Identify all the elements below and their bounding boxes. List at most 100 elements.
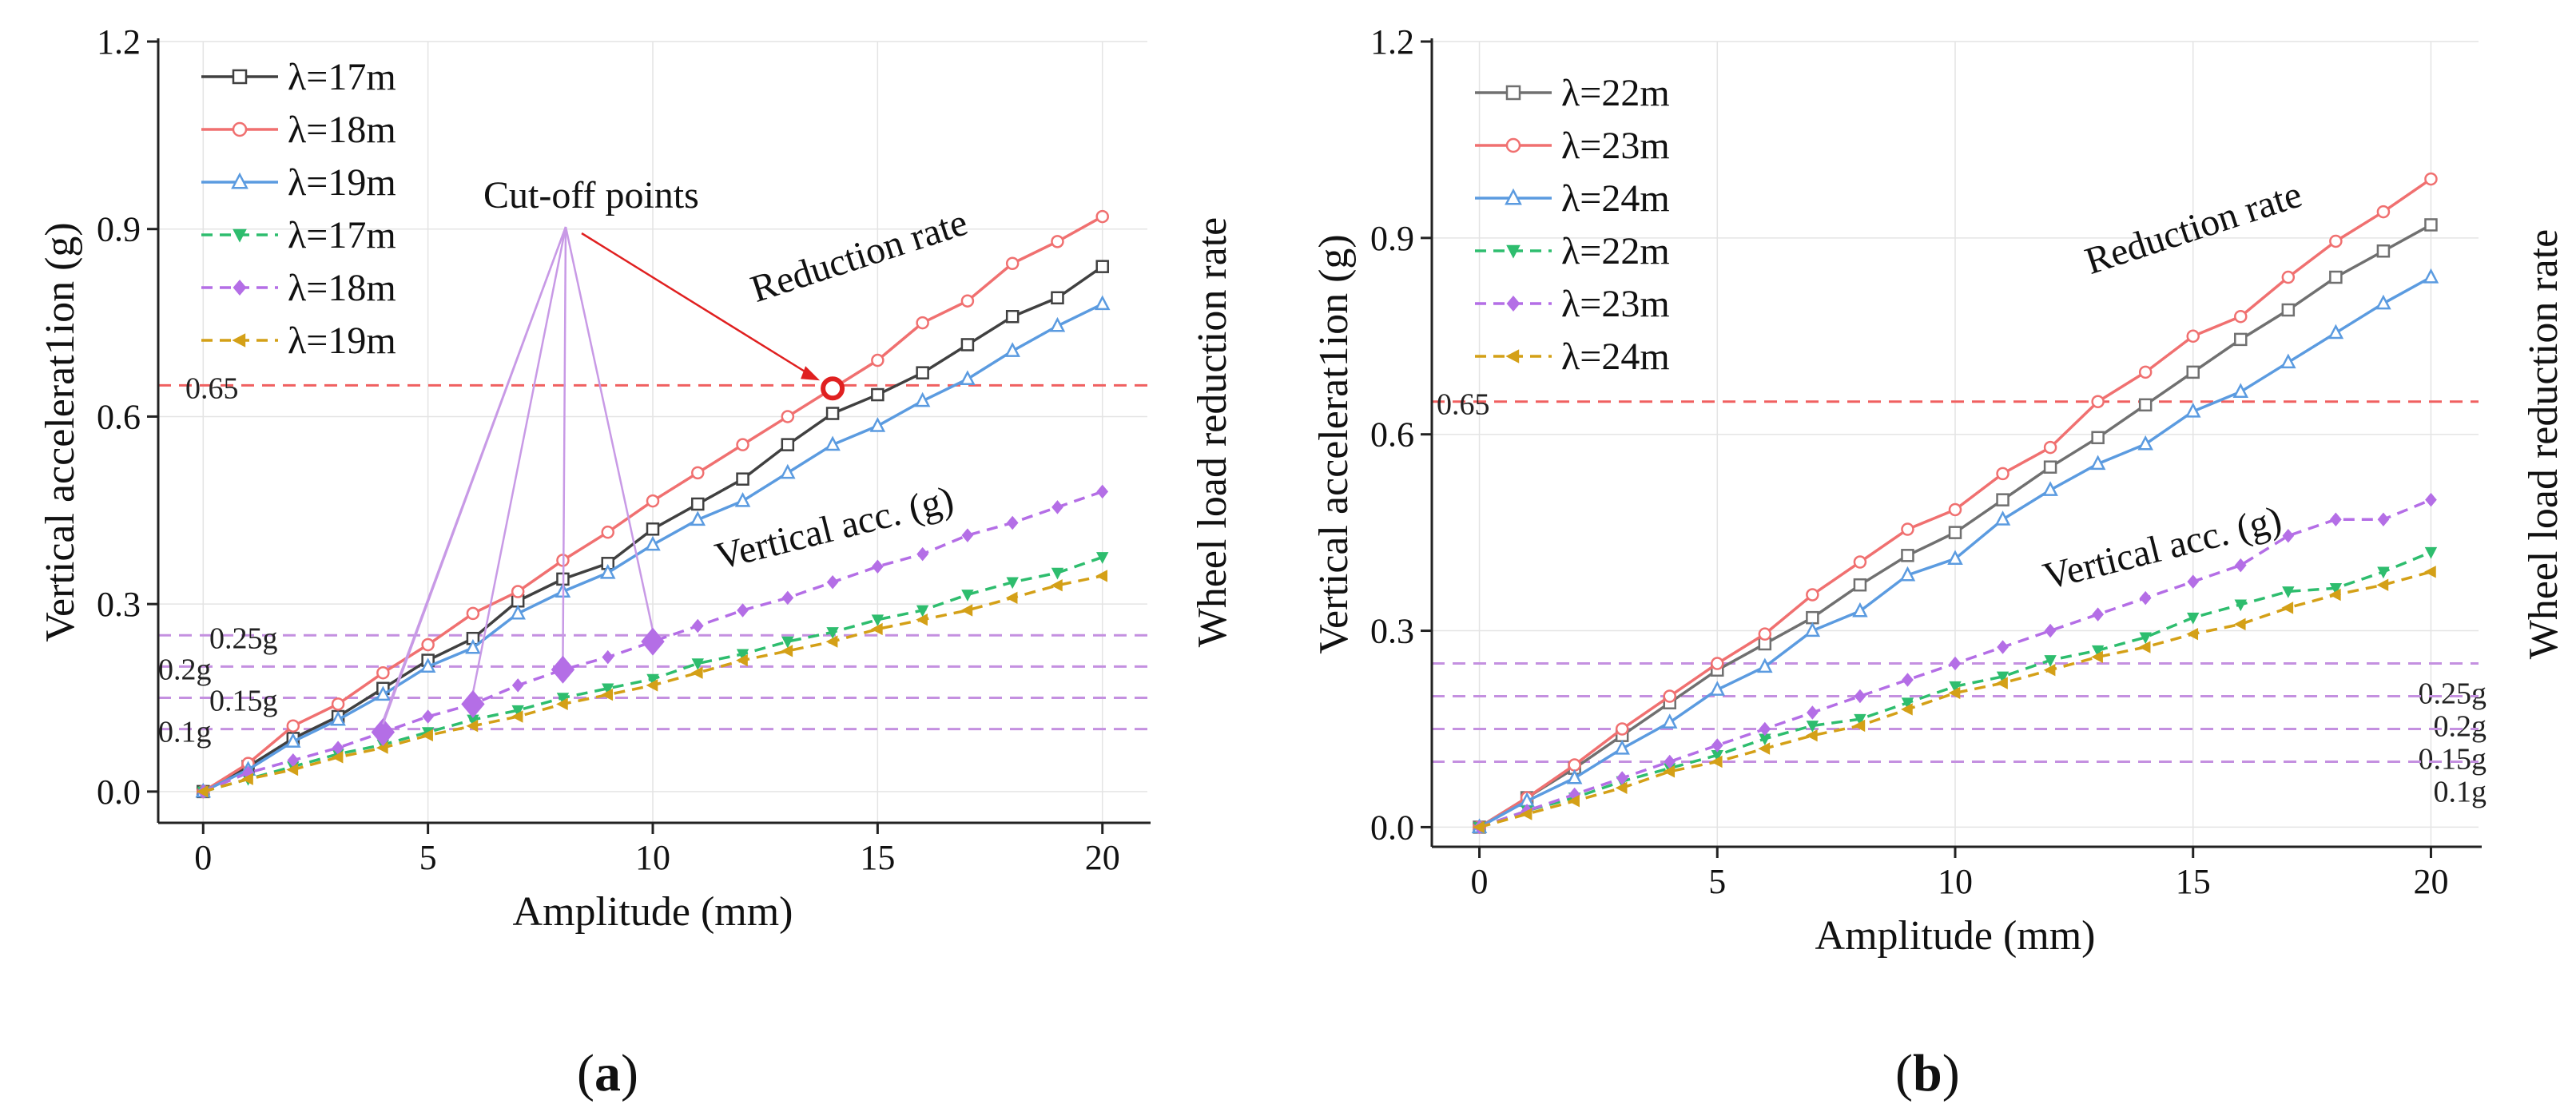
data-point [646,679,658,692]
data-point [1051,291,1064,305]
data-point [869,417,886,432]
data-point [691,497,705,511]
data-point [601,688,614,701]
data-point [376,665,390,680]
data-point [1948,686,1961,700]
data-point [2377,512,2390,526]
x-tick-label: 15 [860,838,895,877]
data-point [736,649,749,661]
data-point [1902,673,1914,687]
data-point [1709,681,1726,696]
data-point [1996,493,2010,506]
series-line [202,490,1103,793]
data-point [960,294,975,308]
data-point [1805,729,1818,742]
x-tick-label: 10 [1938,862,1973,901]
data-point [2282,528,2295,543]
data-point [2089,455,2106,471]
data-point [736,472,749,486]
caption-a-paren-open: ( [577,1044,594,1102]
data-point [1807,705,1819,720]
data-point [2044,655,2057,667]
data-point [511,705,524,717]
data-point [1759,733,1771,746]
data-point [2281,303,2296,317]
data-point [1566,769,1583,784]
data-point [736,438,749,451]
data-point [780,463,796,479]
data-point [1663,689,1676,703]
data-point [1711,657,1724,670]
data-point [871,614,885,627]
annotation-vertical-acc: Vertical acc. (g) [2039,498,2286,598]
data-point [691,658,704,670]
data-point [736,653,748,667]
data-point [870,622,883,636]
data-point [781,438,795,451]
caption-a: (a) [577,1043,638,1104]
data-point [2232,383,2249,398]
data-point [1996,671,2010,684]
data-point [781,590,794,606]
data-point [466,720,479,733]
cutoff-annotation-a: Cut-off points [371,174,845,747]
legend-label: λ=24m [1561,336,1670,378]
data-point [2042,481,2058,496]
y-axis-title-right: Wheel load reduction rate [2521,229,2566,660]
data-point [646,522,660,536]
data-point [466,606,480,621]
data-point [2139,590,2152,606]
data-point [1757,657,1773,673]
data-point [419,657,436,673]
data-point [2187,574,2200,589]
y-axis-title-right: Wheel load reduction rate [1190,217,1235,648]
data-point [241,772,253,785]
data-point [914,391,931,407]
data-point [1806,588,1819,602]
legend-marker [232,69,248,85]
x-tick-label: 15 [2176,862,2211,901]
legend-b: λ=22m λ=23m λ=24m λ=22m λ=23m λ=24m [1475,72,1670,378]
data-point [1096,552,1109,564]
data-point [960,338,975,351]
data-point [1901,703,1913,716]
series-a-5 [196,570,1108,798]
threshold-label: 0.2g [2434,710,2487,744]
y-tick-label: 0.0 [1370,808,1414,847]
legend-label: λ=22m [1561,230,1670,272]
data-point [1095,260,1109,273]
y-tick-label: 0.3 [97,585,141,624]
legend-a: λ=17m λ=18m λ=19m λ=17m λ=18m λ=19m [201,56,396,362]
data-point [1806,721,1819,733]
cutoff-leader [382,226,567,725]
data-point [2377,566,2390,579]
data-point [1949,656,1962,671]
data-point [1758,627,1772,641]
data-point [1664,754,1676,769]
threshold-label: 0.1g [2434,775,2487,808]
data-point [2091,431,2105,445]
data-point [287,753,300,768]
data-point [286,763,299,776]
data-point [2137,435,2153,451]
data-point [960,370,976,386]
data-point [825,435,841,451]
cutoff-marker [551,655,575,684]
x-axis-title: Amplitude (mm) [1815,913,2096,959]
data-point [781,645,793,657]
data-point [1853,555,1867,569]
data-point [1615,722,1629,736]
data-point [330,710,346,726]
legend-marker [1505,137,1521,153]
data-point [331,751,344,764]
data-point [2375,294,2391,310]
data-point [2186,627,2199,641]
data-point [1947,550,1963,565]
annotation-cutoff-title: Cut-off points [483,174,699,216]
data-point [1996,467,2010,481]
data-point [2092,607,2104,622]
data-point [1614,739,1630,755]
